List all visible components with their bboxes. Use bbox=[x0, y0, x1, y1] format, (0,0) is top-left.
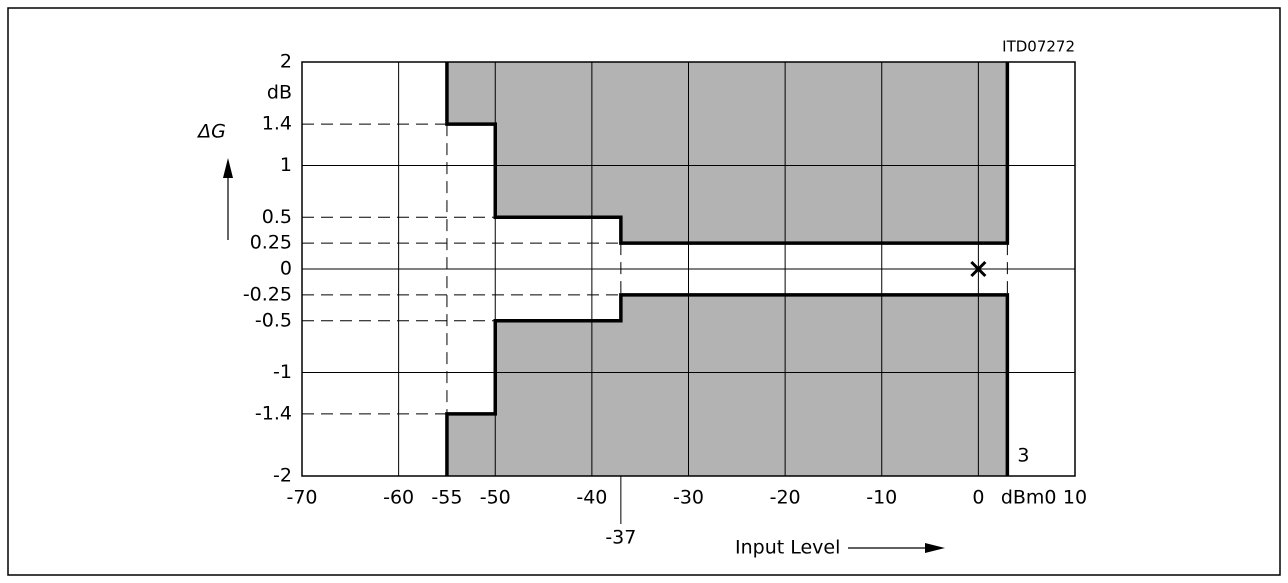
x-tick-label: -50 bbox=[480, 487, 511, 509]
mask-boundary bbox=[445, 293, 1010, 476]
x-tick-label: -37 bbox=[605, 527, 636, 549]
x-tick-label: -70 bbox=[286, 487, 317, 509]
end-label: 3 bbox=[1017, 445, 1029, 467]
x-tick-label: 10 bbox=[1063, 487, 1087, 509]
y-tick-label: 2 bbox=[280, 51, 292, 73]
y-tick-label: -0.5 bbox=[255, 309, 292, 331]
y-tick-label: 1 bbox=[280, 154, 292, 176]
x-tick-label: -30 bbox=[673, 487, 704, 509]
mask-fill bbox=[446, 294, 1008, 476]
y-tick-label: -1 bbox=[273, 361, 292, 383]
y-tick-label: -1.4 bbox=[255, 402, 292, 424]
frame bbox=[7, 7, 1281, 576]
y-tick-label: 0 bbox=[280, 258, 292, 280]
y-tick-label: 0.5 bbox=[262, 206, 292, 228]
figure-id: ITD07272 bbox=[1002, 38, 1075, 56]
x-tick-label: -20 bbox=[770, 487, 801, 509]
y-tick-label: -0.25 bbox=[243, 283, 292, 305]
y-arrowhead bbox=[223, 158, 233, 178]
y-tick-label: -2 bbox=[273, 465, 292, 487]
mask-fill bbox=[446, 62, 1008, 244]
mask-boundary bbox=[445, 62, 1010, 245]
x-tick-label: -10 bbox=[866, 487, 897, 509]
x-axis-label: Input Level bbox=[735, 537, 840, 559]
plot-border bbox=[301, 61, 1076, 477]
y-tick-label: 0.25 bbox=[250, 232, 292, 254]
x-tick-label: -40 bbox=[576, 487, 607, 509]
x-tick-label: 0 bbox=[972, 487, 984, 509]
point-marker bbox=[970, 260, 987, 278]
x-unit: dBm0 bbox=[1001, 487, 1057, 509]
y-unit: dB bbox=[267, 82, 292, 104]
x-arrowhead bbox=[925, 543, 945, 553]
y-tick-label: 1.4 bbox=[262, 113, 292, 135]
y-axis-label: ΔG bbox=[196, 121, 226, 143]
x-tick-label: -55 bbox=[431, 487, 462, 509]
x-tick-label: -60 bbox=[383, 487, 414, 509]
